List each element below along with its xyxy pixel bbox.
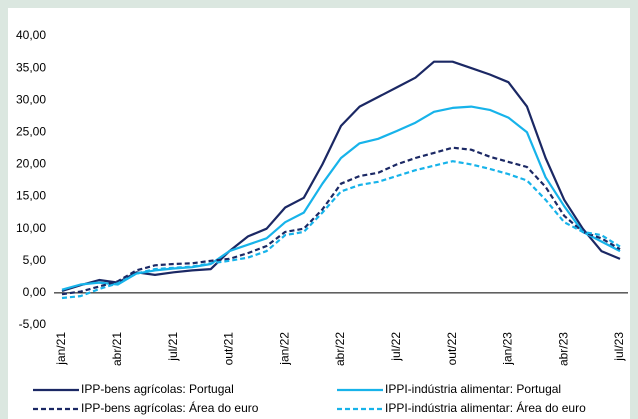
y-tick-label: 30,00	[16, 92, 46, 106]
series-line	[61, 146, 621, 296]
x-tick-label: jul/23	[612, 332, 626, 362]
x-tick-label: abr/22	[333, 332, 347, 366]
legend-label: IPP-bens agrícolas: Área do euro	[81, 400, 259, 415]
x-tick-label: jan/21	[54, 332, 68, 366]
series-line	[61, 160, 621, 300]
legend-label: IPP-bens agrícolas: Portugal	[81, 382, 234, 396]
y-tick-label: 10,00	[16, 221, 46, 235]
y-tick-label: 5,00	[23, 253, 47, 267]
y-tick-label: -5,00	[19, 317, 47, 331]
x-tick-label: out/22	[445, 332, 459, 366]
x-tick-label: jan/23	[501, 332, 515, 366]
x-tick-label: jul/21	[166, 332, 180, 362]
series-line	[61, 60, 621, 293]
x-tick-label: abr/23	[556, 332, 570, 366]
x-tick-label: out/21	[222, 332, 236, 366]
y-tick-label: 15,00	[16, 189, 46, 203]
series-line	[61, 105, 621, 291]
legend-label: IPPI-indústria alimentar: Portugal	[385, 382, 561, 396]
y-tick-label: 0,00	[23, 285, 47, 299]
x-tick-label: jan/22	[277, 332, 291, 366]
y-tick-label: 35,00	[16, 60, 46, 74]
y-tick-label: 25,00	[16, 125, 46, 139]
y-tick-label: 20,00	[16, 157, 46, 171]
x-tick-label: jul/22	[389, 332, 403, 362]
y-tick-label: 40,00	[16, 28, 46, 42]
x-tick-label: abr/21	[110, 332, 124, 366]
legend-label: IPPI-indústria alimentar: Área do euro	[385, 400, 586, 415]
